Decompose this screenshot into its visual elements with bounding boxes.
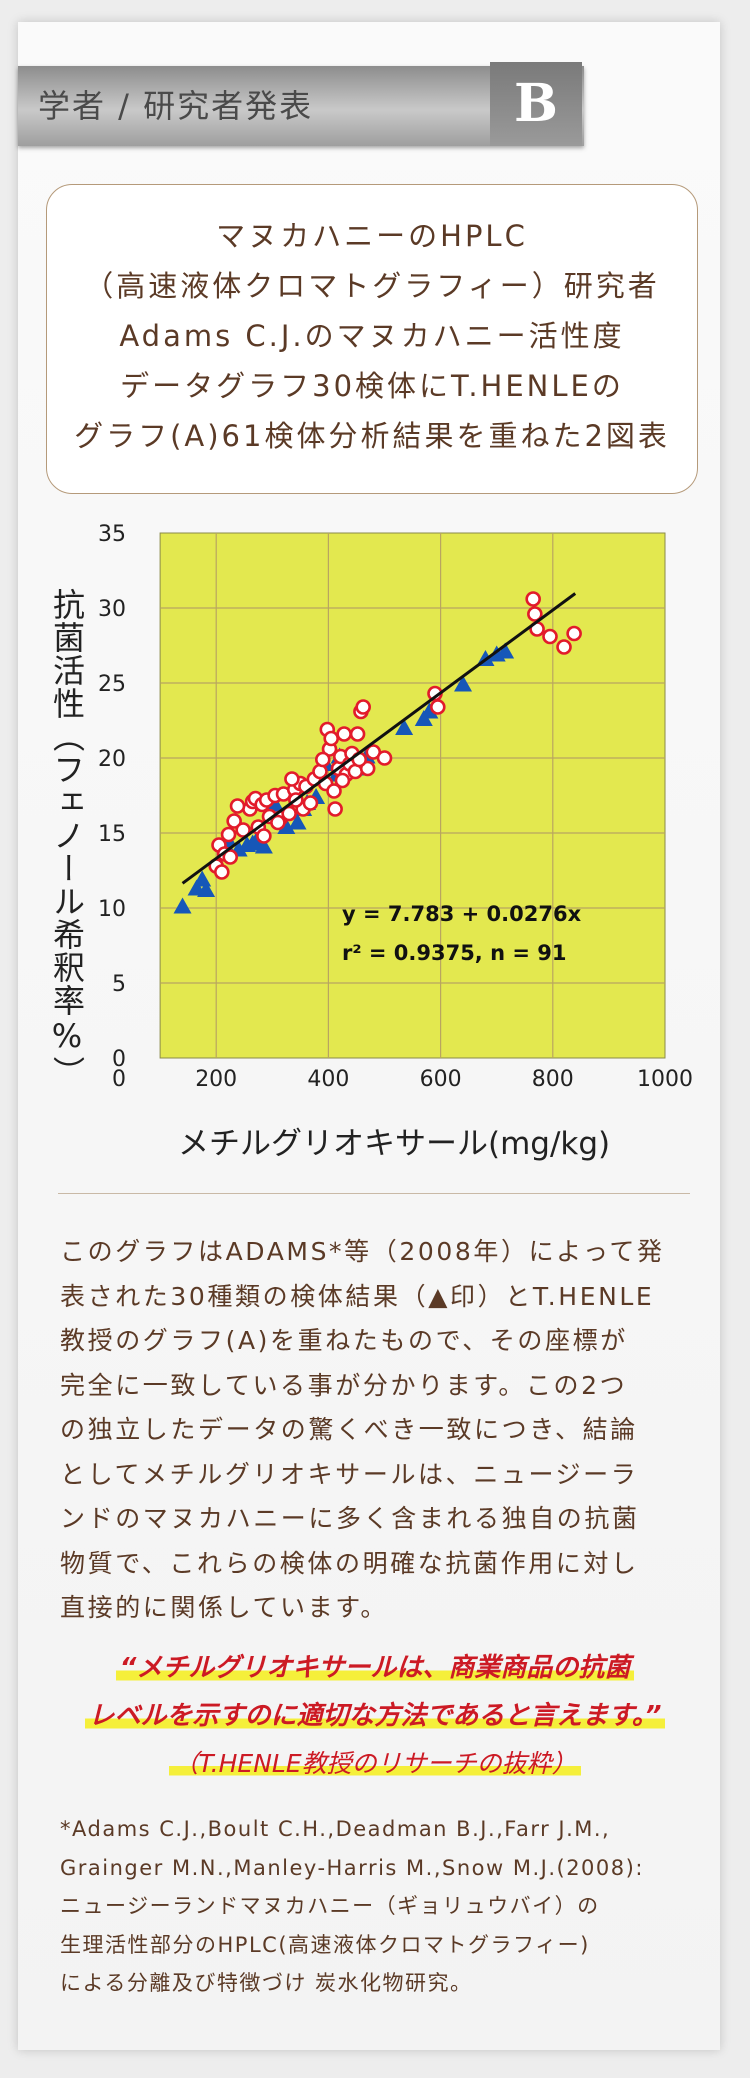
body-line: 教授のグラフ(A)を重ねたもので、その座標が [60, 1326, 628, 1355]
x-axis-label: メチルグリオキサール(mg/kg) [178, 1126, 611, 1162]
footnote-line: による分離及び特徴づけ 炭水化物研究。 [60, 1971, 473, 1995]
footnote-line: *Adams C.J.,Boult C.H.,Deadman B.J.,Farr… [60, 1817, 611, 1841]
intro-line: Adams C.J.のマヌカハニー活性度 [119, 319, 625, 353]
body-line: ンドのマヌカハニーに多く含まれる独自の抗菌 [60, 1504, 640, 1533]
section-badge: B [490, 62, 582, 146]
body-line: このグラフはADAMS*等（2008年）によって発 [60, 1237, 665, 1266]
footnote-line: Grainger M.N.,Manley-Harris M.,Snow M.J.… [60, 1855, 644, 1880]
body-line: 物質で、これらの検体の明確な抗菌作用に対し [60, 1548, 639, 1578]
intro-line: （高速液体クロマトグラフィー）研究者 [84, 269, 660, 303]
header-title: 学者 / 研究者発表 [38, 87, 314, 125]
section-header: 学者 / 研究者発表 [18, 66, 584, 146]
quote-source: （T.HENLE教授のリサーチの抜粋） [169, 1749, 581, 1778]
intro-line: マヌカハニーのHPLC [216, 219, 528, 253]
divider [58, 1193, 690, 1194]
body-line: 表された30種類の検体結果（▲印）とT.HENLE [60, 1281, 655, 1311]
body-line: 完全に一致している事が分かります。この2つ [60, 1370, 628, 1400]
intro-line: データグラフ30検体にT.HENLEの [120, 369, 624, 403]
body-text: このグラフはADAMS*等（2008年）によって発 表された30種類の検体結果（… [60, 1230, 700, 1631]
quote-line-2: レベルを示すのに適切な方法であると言えます。” [84, 1701, 666, 1731]
y-axis-label-text: 抗菌活性（フェノール希釈率%） [48, 588, 86, 1089]
footnote-line: ニュージーランドマヌカハニー（ギョリュウバイ）の [60, 1894, 600, 1918]
y-axis-label: 抗菌活性（フェノール希釈率%） [42, 588, 92, 1095]
highlight-quote: “メチルグリオキサールは、商業商品の抗菌 レベルを示すのに適切な方法であると言え… [30, 1644, 720, 1788]
body-line: としてメチルグリオキサールは、ニュージーラ [60, 1459, 639, 1489]
footnote: *Adams C.J.,Boult C.H.,Deadman B.J.,Farr… [60, 1810, 700, 2003]
body-line: の独立したデータの驚くべき一致につき、結論 [60, 1415, 638, 1444]
body-line: 直接的に関係しています。 [60, 1593, 388, 1622]
quote-line-1: “メチルグリオキサールは、商業商品の抗菌 [115, 1653, 635, 1683]
intro-box: マヌカハニーのHPLC （高速液体クロマトグラフィー）研究者 Adams C.J… [46, 184, 698, 494]
intro-line: グラフ(A)61検体分析結果を重ねた2図表 [74, 419, 670, 453]
footnote-line: 生理活性部分のHPLC(高速液体クロマトグラフィー) [60, 1932, 590, 1957]
